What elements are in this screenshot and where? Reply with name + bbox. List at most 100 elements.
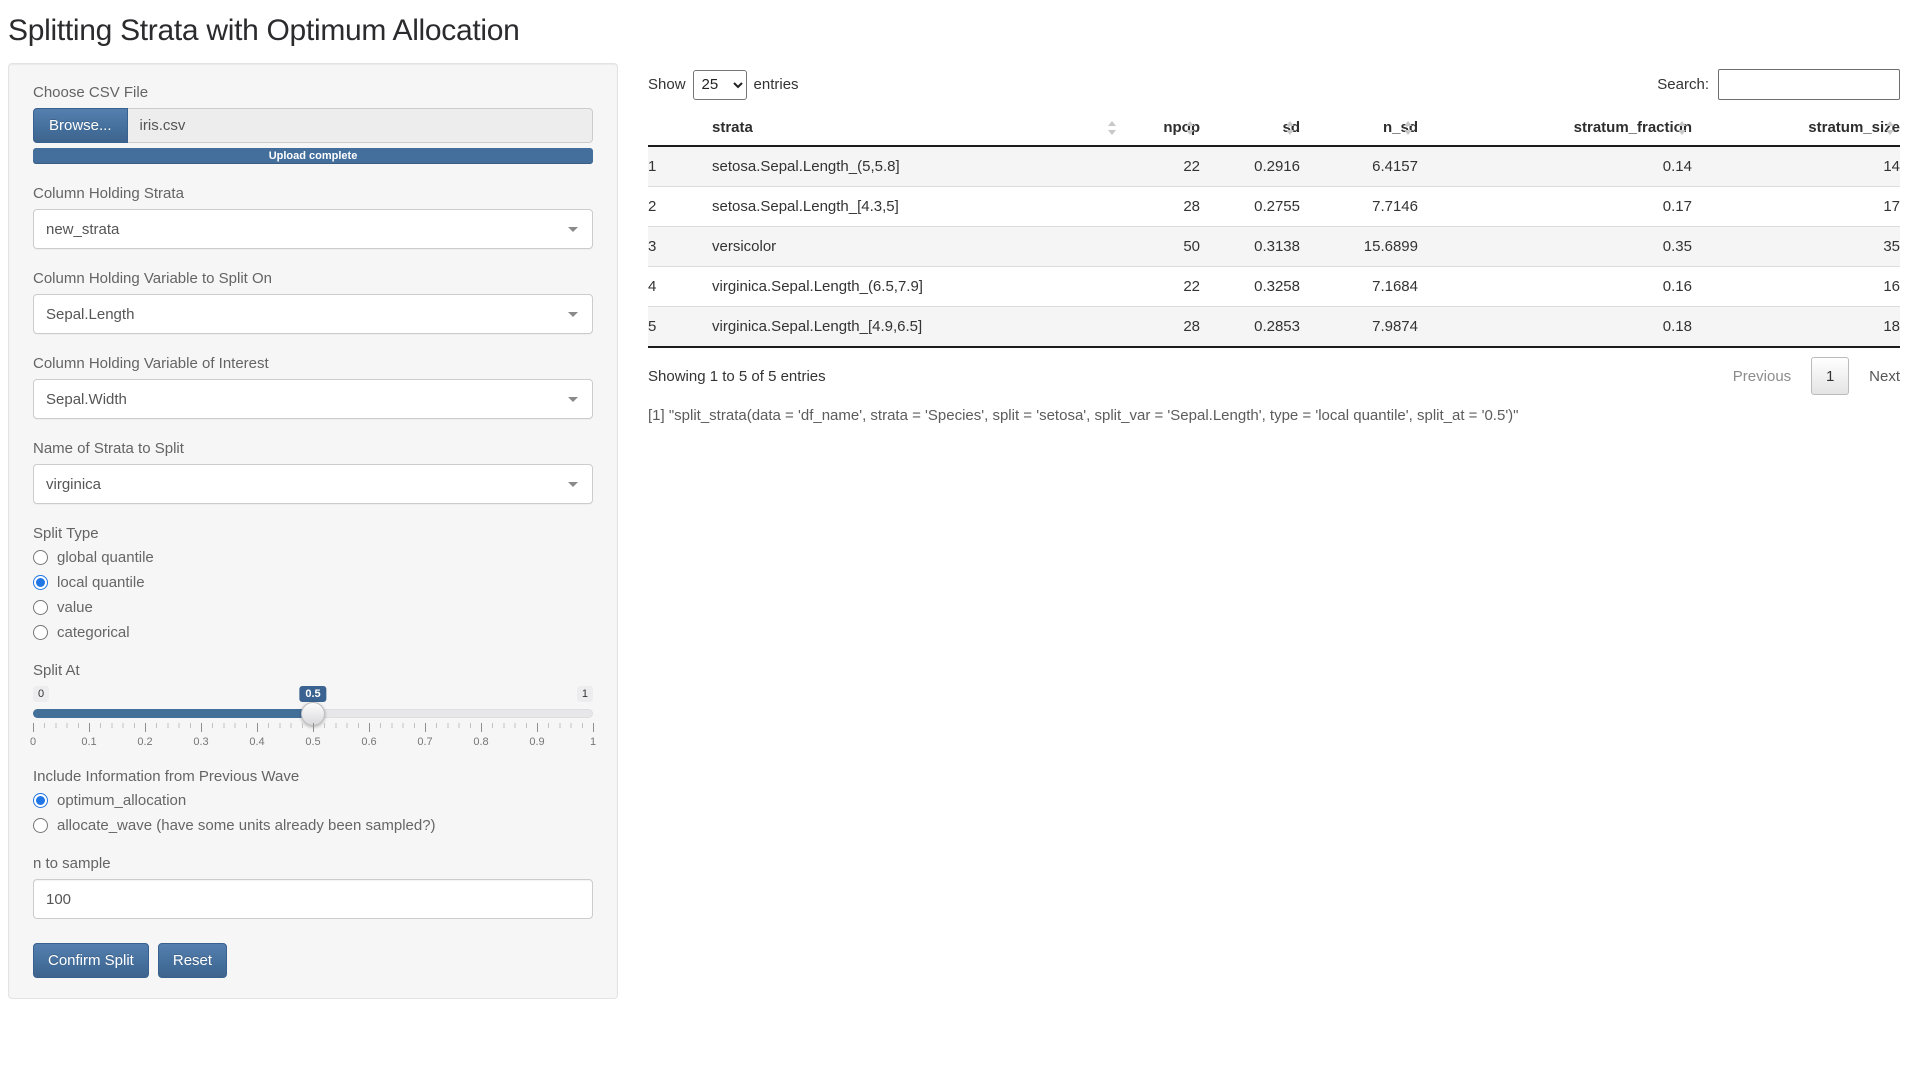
radio-categorical-label: categorical <box>57 624 130 641</box>
previous-page-button[interactable]: Previous <box>1732 367 1792 385</box>
slider-min-badge: 0 <box>33 686 50 703</box>
upload-progress-label: Upload complete <box>268 149 358 162</box>
next-page-button[interactable]: Next <box>1869 367 1900 385</box>
table-footer: Showing 1 to 5 of 5 entries Previous 1 N… <box>648 357 1900 395</box>
strata-select-group: Column Holding Strata new_strata <box>33 185 593 249</box>
strata-to-split-select-group: Name of Strata to Split virginica <box>33 440 593 504</box>
split-var-select[interactable]: Sepal.Length <box>33 294 593 334</box>
header-npop[interactable]: npop <box>1122 110 1200 147</box>
slider-tick-label: 0.2 <box>137 736 153 748</box>
dropdown-caret-icon <box>568 227 578 232</box>
radio-global-quantile-input[interactable] <box>33 550 48 565</box>
left-column: Splitting Strata with Optimum Allocation… <box>8 0 618 999</box>
n-to-sample-group: n to sample <box>33 855 593 919</box>
interest-select-group: Column Holding Variable of Interest Sepa… <box>33 355 593 419</box>
header-n-sd[interactable]: n_sd <box>1300 110 1418 147</box>
interest-select[interactable]: Sepal.Width <box>33 379 593 419</box>
radio-allocate-wave[interactable]: allocate_wave (have some units already b… <box>33 813 593 838</box>
previous-wave-label: Include Information from Previous Wave <box>33 768 300 785</box>
page-length-control: Show 25 entries <box>648 69 799 100</box>
header-sd[interactable]: sd <box>1200 110 1300 147</box>
search-label: Search: <box>1657 76 1709 93</box>
sort-icon <box>1677 120 1687 136</box>
table-info: Showing 1 to 5 of 5 entries <box>648 367 826 385</box>
radio-local-quantile-label: local quantile <box>57 574 145 591</box>
slider-tick-label: 0.4 <box>249 736 265 748</box>
file-input-group: Choose CSV File Browse... iris.csv Uploa… <box>33 84 593 164</box>
table-row: 3 versicolor 50 0.3138 15.6899 0.35 35 <box>648 226 1900 267</box>
radio-global-quantile[interactable]: global quantile <box>33 545 593 570</box>
page-1-button[interactable]: 1 <box>1811 357 1850 395</box>
sidebar-panel: Choose CSV File Browse... iris.csv Uploa… <box>8 63 618 999</box>
table-row: 2 setosa.Sepal.Length_[4.3,5] 28 0.2755 … <box>648 186 1900 227</box>
split-type-group: Split Type global quantile local quantil… <box>33 525 593 645</box>
radio-allocate-wave-input[interactable] <box>33 818 48 833</box>
file-input: Browse... iris.csv <box>33 108 593 143</box>
split-at-slider[interactable]: 0 1 0.5 0 0.1 0.2 0.3 0.4 0.5 0.6 0.7 0.8 0.9 1 <box>29 686 597 752</box>
slider-tick <box>201 723 202 732</box>
slider-tick <box>537 723 538 732</box>
dropdown-caret-icon <box>568 312 578 317</box>
radio-global-quantile-label: global quantile <box>57 549 154 566</box>
slider-tick-label: 0.1 <box>81 736 97 748</box>
slider-tick-label: 1 <box>589 736 597 748</box>
file-input-label: Choose CSV File <box>33 84 149 101</box>
reset-button[interactable]: Reset <box>157 943 228 978</box>
radio-local-quantile-input[interactable] <box>33 575 48 590</box>
radio-optimum-allocation-input[interactable] <box>33 793 48 808</box>
slider-grid: 0 0.1 0.2 0.3 0.4 0.5 0.6 0.7 0.8 0.9 1 <box>29 723 597 751</box>
file-name-display: iris.csv <box>127 108 593 143</box>
action-buttons: Confirm Split Reset <box>33 943 593 978</box>
search-control: Search: <box>1657 69 1900 100</box>
radio-value-input[interactable] <box>33 600 48 615</box>
show-label: Show <box>648 76 686 93</box>
page-length-select[interactable]: 25 <box>692 69 747 100</box>
strata-select-label: Column Holding Strata <box>33 185 184 202</box>
header-stratum-size[interactable]: stratum_size <box>1692 110 1900 147</box>
slider-tick-label: 0.5 <box>305 736 321 748</box>
n-to-sample-input[interactable] <box>33 879 593 919</box>
slider-tick <box>369 723 370 732</box>
radio-categorical-input[interactable] <box>33 625 48 640</box>
slider-tick <box>481 723 482 732</box>
slider-fill <box>33 709 313 718</box>
radio-value[interactable]: value <box>33 595 593 620</box>
slider-tick-label: 0.6 <box>361 736 377 748</box>
table-row: 4 virginica.Sepal.Length_(6.5,7.9] 22 0.… <box>648 266 1900 307</box>
slider-tick-label: 0.3 <box>193 736 209 748</box>
strata-to-split-select[interactable]: virginica <box>33 464 593 504</box>
interest-select-label: Column Holding Variable of Interest <box>33 355 269 372</box>
slider-max-badge: 1 <box>576 686 593 703</box>
sort-icon <box>1185 120 1195 136</box>
split-var-select-value: Sepal.Length <box>46 305 135 323</box>
browse-button[interactable]: Browse... <box>33 108 128 143</box>
header-stratum-fraction[interactable]: stratum_fraction <box>1418 110 1692 147</box>
radio-optimum-allocation[interactable]: optimum_allocation <box>33 788 593 813</box>
slider-tick-label: 0.9 <box>529 736 545 748</box>
table-row: 1 setosa.Sepal.Length_(5,5.8] 22 0.2916 … <box>648 146 1900 187</box>
strata-select[interactable]: new_strata <box>33 209 593 249</box>
sort-icon <box>1107 120 1117 136</box>
table-controls: Show 25 entries Search: <box>648 69 1900 100</box>
slider-tick-label: 0.7 <box>417 736 433 748</box>
slider-tick-label: 0 <box>29 736 37 748</box>
interest-select-value: Sepal.Width <box>46 390 127 408</box>
sort-icon <box>1403 120 1413 136</box>
strata-to-split-select-label: Name of Strata to Split <box>33 440 184 457</box>
search-input[interactable] <box>1718 69 1900 100</box>
split-at-label: Split At <box>33 662 80 679</box>
slider-tick <box>33 723 34 732</box>
console-output: [1] "split_strata(data = 'df_name', stra… <box>648 407 1519 424</box>
radio-categorical[interactable]: categorical <box>33 620 593 645</box>
confirm-split-button[interactable]: Confirm Split <box>33 943 149 978</box>
dropdown-caret-icon <box>568 482 578 487</box>
slider-tick-label: 0.8 <box>473 736 489 748</box>
header-strata[interactable]: strata <box>712 110 1122 147</box>
table-row: 5 virginica.Sepal.Length_[4.9,6.5] 28 0.… <box>648 306 1900 347</box>
slider-tick <box>593 723 594 732</box>
slider-value-badge: 0.5 <box>299 686 327 703</box>
split-var-select-group: Column Holding Variable to Split On Sepa… <box>33 270 593 334</box>
radio-local-quantile[interactable]: local quantile <box>33 570 593 595</box>
radio-optimum-allocation-label: optimum_allocation <box>57 792 187 809</box>
